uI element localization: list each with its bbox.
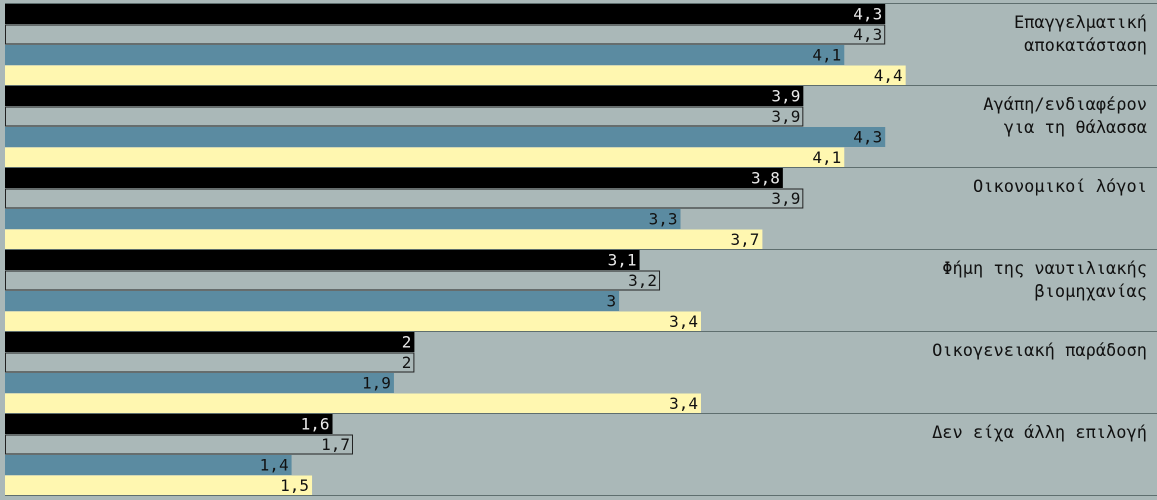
bar [5, 414, 333, 434]
bar-value-label: 3,4 [669, 312, 698, 331]
bar [5, 147, 845, 168]
bar-value-label: 3,9 [771, 189, 800, 208]
category-label: Φήμη της ναυτιλιακής [942, 259, 1147, 279]
bar-value-label: 3,9 [771, 87, 800, 106]
bar [5, 229, 763, 250]
bar-value-label: 3,9 [771, 107, 800, 126]
category-label: Δεν είχα άλλη επιλογή [932, 423, 1147, 443]
bar-value-label: 1,6 [301, 415, 330, 434]
bar-value-label: 1,7 [321, 435, 350, 454]
bar [5, 45, 845, 65]
bar [5, 106, 804, 127]
bar [5, 65, 906, 86]
bar [5, 455, 292, 475]
bar [5, 291, 620, 311]
bar-value-label: 4,3 [853, 128, 882, 147]
bar-value-label: 1,5 [280, 476, 309, 495]
bar-value-label: 3,4 [669, 394, 698, 413]
bar-value-label: 3,2 [628, 271, 657, 290]
bar [5, 24, 886, 45]
bar-value-label: 3,8 [751, 169, 780, 188]
bar-value-label: 4,3 [853, 5, 882, 24]
category-label: Επαγγελματική [1014, 13, 1147, 33]
category-label: για τη θάλασσα [1004, 118, 1147, 138]
bar-value-label: 2 [402, 333, 412, 352]
bar [5, 393, 701, 414]
bar [5, 352, 415, 373]
bar-value-label: 3 [606, 292, 616, 311]
bar [5, 209, 681, 229]
bar [5, 434, 353, 455]
bar-value-label: 3,3 [649, 210, 678, 229]
category-label: αποκατάσταση [1024, 36, 1147, 56]
category-label: βιομηχανίας [1034, 282, 1147, 302]
bar-value-label: 4,3 [853, 25, 882, 44]
bar [5, 250, 640, 270]
bar [5, 4, 886, 24]
bar [5, 311, 701, 332]
bar [5, 127, 886, 147]
bar [5, 475, 313, 496]
category-label: Οικογενειακή παράδοση [932, 341, 1147, 361]
category-label: Αγάπη/ενδιαφέρον [983, 95, 1147, 115]
bar-value-label: 4,1 [812, 148, 841, 167]
bar-value-label: 4,4 [874, 66, 903, 85]
bar-value-label: 3,1 [608, 251, 637, 270]
bar-value-label: 3,7 [730, 230, 759, 249]
bar [5, 168, 783, 188]
bar-value-label: 1,9 [362, 374, 391, 393]
bar [5, 86, 804, 106]
bar [5, 373, 394, 393]
category-label: Οικονομικοί λόγοι [973, 177, 1147, 197]
bar [5, 332, 415, 352]
bar [5, 270, 661, 291]
bar-value-label: 4,1 [812, 46, 841, 65]
bar-value-label: 2 [402, 353, 412, 372]
bar [5, 188, 804, 209]
bar-value-label: 1,4 [260, 456, 289, 475]
